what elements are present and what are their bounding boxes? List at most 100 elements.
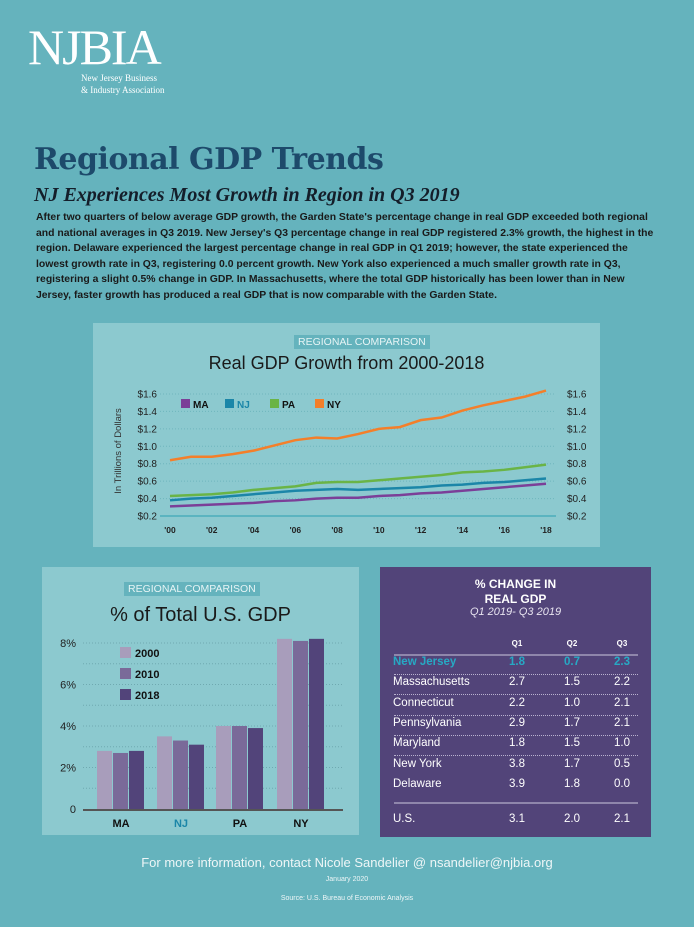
legend-label-ma: MA: [193, 400, 209, 411]
y-tick-label-left: $0.4: [138, 494, 158, 505]
contact-info: For more information, contact Nicole San…: [141, 855, 553, 870]
row-name: Pennsylvania: [393, 716, 462, 729]
y-tick-label-right: $0.8: [567, 459, 587, 470]
column-header: Q3: [616, 639, 628, 648]
gdp-change-table: % CHANGE IN REAL GDP Q1 2019- Q3 2019 Q1…: [380, 567, 651, 837]
bar-chart-title: % of Total U.S. GDP: [110, 604, 291, 626]
page-subtitle: NJ Experiences Most Growth in Region in …: [34, 184, 460, 206]
row-value-q2: 1.7: [564, 757, 580, 770]
logo-line-1: New Jersey Business: [81, 73, 157, 83]
row-value-q2: 1.0: [564, 696, 580, 709]
row-value-q3: 2.1: [614, 716, 630, 729]
x-tick-label: '10: [373, 525, 385, 535]
row-value-q1: 1.8: [509, 656, 525, 668]
row-value-q2: 1.5: [564, 676, 580, 689]
y-tick-label-right: $0.6: [567, 477, 587, 488]
legend-swatch-nj: [225, 399, 234, 408]
row-name: New Jersey: [393, 656, 457, 668]
publish-date: January 2020: [325, 876, 369, 883]
row-name: Massachusetts: [393, 676, 470, 689]
y-tick-label: 6%: [60, 680, 76, 692]
legend-label-nj: NJ: [237, 400, 250, 411]
total-value-q1: 3.1: [509, 813, 525, 825]
legend-swatch-ny: [315, 399, 324, 408]
y-tick-label: 0: [70, 804, 76, 816]
bar-chart-badge: REGIONAL COMPARISON: [124, 582, 260, 596]
line-ma: [169, 482, 547, 508]
bar-pa-2010: [232, 726, 247, 809]
bar-ny-2000: [277, 638, 292, 809]
total-value-q2: 2.0: [564, 813, 580, 825]
table-title-2: REAL GDP: [484, 592, 547, 606]
row-value-q3: 2.3: [614, 656, 630, 668]
y-tick-label-right: $1.0: [567, 442, 587, 453]
y-tick-label-left: $0.8: [138, 459, 158, 470]
bar-ny-2010: [293, 640, 308, 809]
row-value-q1: 3.8: [509, 757, 525, 770]
y-tick-label-left: $1.0: [138, 442, 158, 453]
x-tick-label: MA: [112, 818, 129, 830]
row-value-q2: 1.5: [564, 737, 580, 750]
logo-line-2: & Industry Association: [81, 85, 165, 95]
line-nj: [169, 477, 547, 502]
y-tick-label: 8%: [60, 638, 76, 650]
row-divider: [394, 654, 638, 656]
y-tick-label-right: $1.6: [567, 390, 587, 401]
row-value-q3: 1.0: [614, 737, 630, 750]
legend-label-ny: NY: [327, 400, 341, 411]
x-tick-label: '12: [415, 525, 427, 535]
table-period: Q1 2019- Q3 2019: [469, 606, 562, 618]
row-divider: [394, 714, 638, 716]
line-pa: [169, 463, 547, 498]
legend-swatch-ma: [181, 399, 190, 408]
x-tick-label: PA: [233, 818, 248, 830]
row-value-q3: 2.2: [614, 676, 630, 689]
x-tick-label: '16: [498, 525, 510, 535]
y-tick-label-left: $1.2: [138, 424, 158, 435]
line-ny: [169, 389, 547, 462]
bar-nj-2000: [157, 736, 172, 809]
row-divider: [394, 694, 638, 696]
legend-label-2010: 2010: [135, 669, 159, 681]
legend-swatch-2018: [120, 689, 131, 700]
y-tick-label-left: $1.4: [138, 407, 158, 418]
row-divider: [394, 734, 638, 736]
table-title-1: % CHANGE IN: [474, 577, 557, 591]
x-tick-label: '14: [457, 525, 469, 535]
y-tick-label-left: $0.2: [138, 512, 158, 523]
x-tick-label: '04: [248, 525, 260, 535]
y-axis-label: In Trillions of Dollars: [113, 408, 124, 494]
legend-swatch-2000: [120, 647, 131, 658]
legend-swatch-pa: [270, 399, 279, 408]
y-tick-label-right: $1.2: [567, 424, 587, 435]
y-tick-label: 2%: [60, 763, 76, 775]
bar-ma-2010: [113, 752, 128, 809]
y-tick-label-right: $1.4: [567, 407, 587, 418]
bar-nj-2018: [189, 744, 204, 809]
y-tick-label: 4%: [60, 721, 76, 733]
row-name: Connecticut: [393, 696, 454, 709]
row-value-q3: 0.5: [614, 757, 630, 770]
row-value-q2: 0.7: [564, 656, 580, 668]
bar-chart: 0 2% 4% 6% 8% MA NJ PA NY 2000 2010 2018: [60, 638, 343, 830]
bar-ny-2018: [309, 638, 324, 809]
bar-ma-2000: [97, 750, 112, 809]
y-tick-label-left: $0.6: [138, 477, 158, 488]
x-tick-label: '00: [164, 525, 176, 535]
x-tick-label: NJ: [174, 818, 188, 830]
source-note: Source: U.S. Bureau of Economic Analysis: [280, 895, 414, 902]
bar-ma-2018: [129, 750, 144, 809]
row-value-q1: 1.8: [509, 737, 525, 750]
row-divider: [394, 755, 638, 757]
column-header: Q2: [566, 639, 578, 648]
legend-label-pa: PA: [282, 400, 295, 411]
row-value-q2: 1.8: [564, 777, 580, 790]
row-divider: [394, 674, 638, 675]
row-value-q1: 2.2: [509, 696, 525, 709]
row-divider: [394, 802, 638, 804]
logo-subtitle: New Jersey Business & Industry Associati…: [81, 72, 165, 96]
row-value-q2: 1.7: [564, 716, 580, 729]
total-value-q3: 2.1: [614, 813, 630, 825]
x-tick-label: '06: [290, 525, 302, 535]
legend-label-2000: 2000: [135, 648, 159, 660]
